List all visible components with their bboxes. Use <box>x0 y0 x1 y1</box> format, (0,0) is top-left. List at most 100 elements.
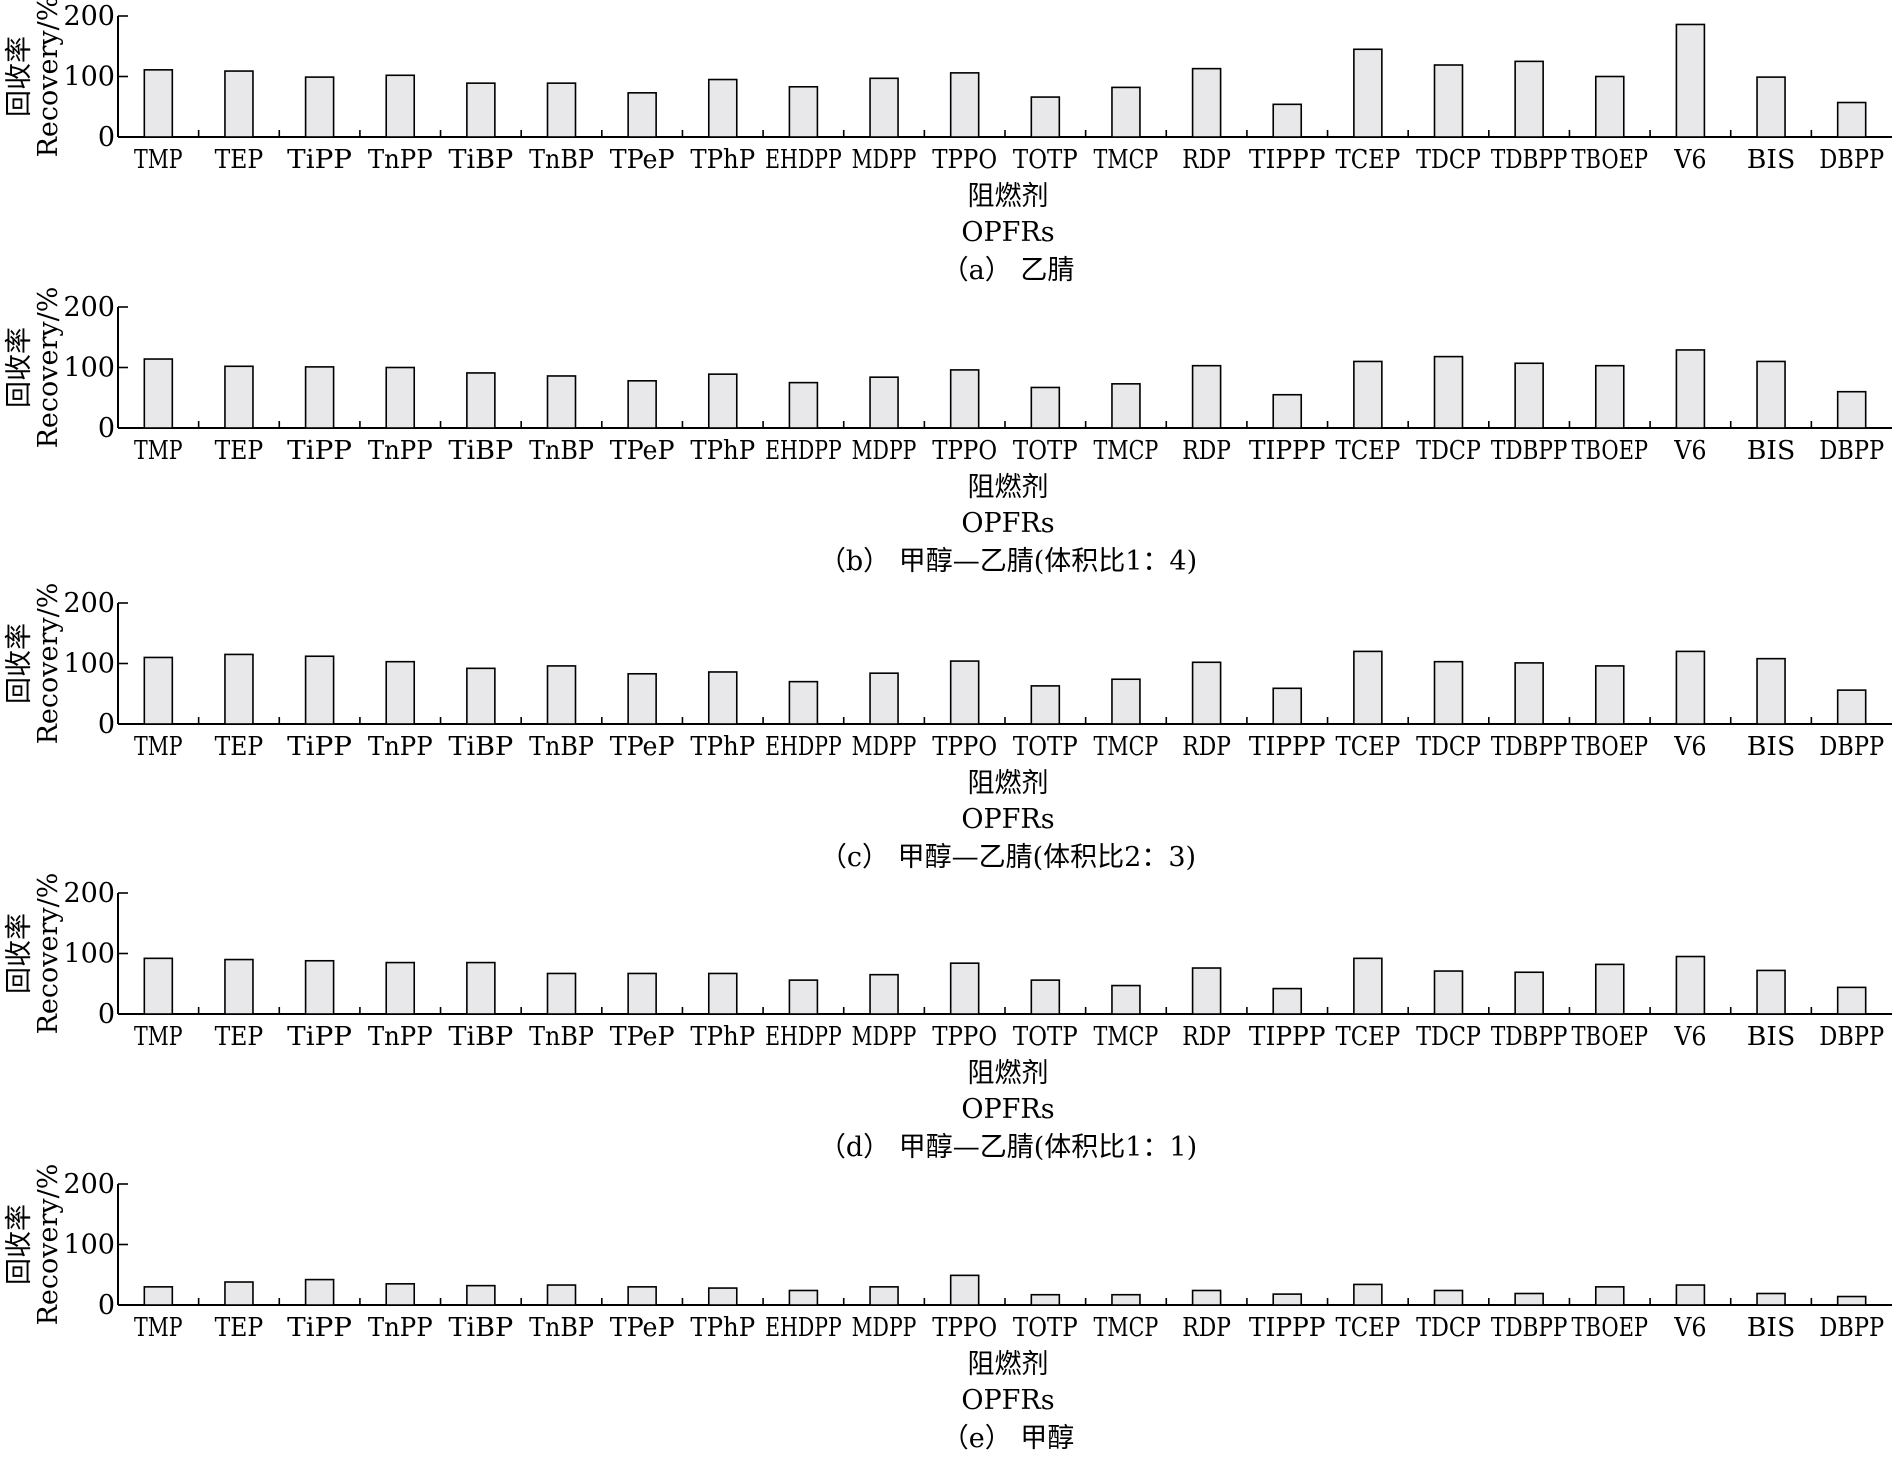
panel-caption: （e） 甲醇 <box>942 1423 1075 1454</box>
bar-TPPO <box>949 72 980 138</box>
bar-TIPPP <box>1272 1293 1303 1306</box>
y-axis-title-en: Recovery/% <box>33 1164 64 1326</box>
bar-TnPP <box>385 74 416 138</box>
x-axis-title-cn: 阻燃剂 <box>968 181 1049 212</box>
x-tick-label: TOTP <box>1013 436 1078 466</box>
chart-panel-c: 0 100 200 TMP TEP TiPP TnPP TiBP TnBP TPeP TPhP EHD… <box>4 583 1892 873</box>
x-tick-label: TIPPP <box>1249 436 1326 466</box>
y-tick-label: 0 <box>98 1290 115 1321</box>
x-tick-label: DBPP <box>1819 732 1884 762</box>
bar-TMCP <box>1111 383 1141 429</box>
bar-TnBP <box>546 375 577 429</box>
x-tick-label: TEP <box>215 732 264 762</box>
x-tick-label: BIS <box>1747 1313 1796 1343</box>
x-tick-label: TBOEP <box>1571 732 1648 762</box>
y-axis-title-en: Recovery/% <box>33 287 64 449</box>
bar-TBOEP <box>1594 1286 1625 1306</box>
x-tick-label: TPhP <box>690 1313 755 1343</box>
bar-MDPP <box>869 973 899 1015</box>
x-tick-label: TMP <box>134 732 183 762</box>
bar-MDPP <box>869 376 899 429</box>
bar-TMP <box>143 1286 174 1306</box>
bar-TBOEP <box>1594 963 1625 1015</box>
panel-caption: （c） 甲醇—乙腈(体积比2：3) <box>820 842 1196 873</box>
x-tick-label: TPPO <box>932 1022 997 1052</box>
y-axis-title-cn: 回收率 <box>4 36 35 117</box>
x-tick-label: TMP <box>134 1313 183 1343</box>
chart-panel-d: 0 100 200 TMP TEP TiPP TnPP TiBP TnBP TPeP TPhP EHD… <box>4 873 1892 1163</box>
x-tick-label: TiPP <box>287 145 352 175</box>
bar-MDPP <box>869 1286 899 1306</box>
bar-TnBP <box>546 665 577 725</box>
x-tick-label: TDBPP <box>1491 1022 1568 1052</box>
x-tick-label: TiBP <box>448 1022 513 1052</box>
x-tick-label: MDPP <box>852 732 917 762</box>
x-tick-label: TBOEP <box>1571 145 1648 175</box>
bar-EHDPP <box>788 979 819 1015</box>
x-axis-title-en: OPFRs <box>961 804 1054 835</box>
y-axis-title-cn: 回收率 <box>4 913 35 994</box>
x-tick-label: TEP <box>215 145 264 175</box>
bar-TMP <box>143 957 174 1015</box>
bar-V6 <box>1675 955 1706 1015</box>
x-tick-label: TPPO <box>932 436 997 466</box>
x-tick-label: TnBP <box>529 732 594 762</box>
x-tick-label: TOTP <box>1013 732 1078 762</box>
x-tick-label: TCEP <box>1335 1313 1400 1343</box>
x-tick-label: BIS <box>1747 145 1796 175</box>
x-tick-label: TiBP <box>448 145 513 175</box>
bar-BIS <box>1756 1292 1786 1306</box>
chart-panel-b: 0 100 200 TMP TEP TiPP TnPP TiBP TnBP TPeP TPhP EHD… <box>4 287 1892 577</box>
x-tick-label: DBPP <box>1819 1022 1884 1052</box>
x-tick-label: TnPP <box>368 1313 433 1343</box>
bar-TEP <box>224 958 254 1015</box>
x-tick-label: TDBPP <box>1491 1313 1568 1343</box>
bar-RDP <box>1191 67 1222 138</box>
x-tick-label: TCEP <box>1335 1022 1400 1052</box>
x-tick-label: TiPP <box>287 436 352 466</box>
x-tick-label: EHDPP <box>765 1313 842 1343</box>
bar-TDBPP <box>1514 362 1544 429</box>
x-tick-label: TDCP <box>1416 145 1481 175</box>
bar-TCEP <box>1353 957 1383 1015</box>
y-tick-label: 0 <box>98 999 115 1030</box>
bar-DBPP <box>1836 689 1867 725</box>
bar-EHDPP <box>788 680 819 725</box>
bar-TiBP <box>466 82 496 138</box>
bar-TPhP <box>707 972 738 1015</box>
x-tick-label: TPeP <box>610 1022 675 1052</box>
x-tick-label: RDP <box>1182 145 1231 175</box>
bar-TnPP <box>385 1283 416 1306</box>
bar-TDCP <box>1433 355 1464 429</box>
x-tick-label: TMCP <box>1094 436 1159 466</box>
x-tick-label: V6 <box>1673 436 1706 466</box>
bar-TPeP <box>627 380 657 429</box>
bar-RDP <box>1191 967 1222 1015</box>
x-tick-label: TOTP <box>1013 1022 1078 1052</box>
bar-TDBPP <box>1514 60 1544 138</box>
x-tick-label: DBPP <box>1819 145 1884 175</box>
x-tick-label: TCEP <box>1335 732 1400 762</box>
x-tick-label: EHDPP <box>765 732 842 762</box>
bar-TCEP <box>1353 650 1383 725</box>
x-tick-label: TPeP <box>610 145 675 175</box>
bar-TMCP <box>1111 1293 1141 1306</box>
x-tick-label: TEP <box>215 1313 264 1343</box>
bar-TiPP <box>304 76 335 138</box>
x-tick-label: TMP <box>134 145 183 175</box>
y-tick-label: 200 <box>63 588 115 619</box>
y-axis-title-en: Recovery/% <box>33 0 64 157</box>
x-axis-title-cn: 阻燃剂 <box>968 472 1049 503</box>
x-tick-label: TIPPP <box>1249 145 1326 175</box>
bar-TiPP <box>304 366 335 429</box>
y-axis-title-en: Recovery/% <box>33 583 64 745</box>
x-tick-label: BIS <box>1747 436 1796 466</box>
bar-TDBPP <box>1514 971 1544 1015</box>
y-tick-label: 100 <box>63 353 115 384</box>
x-tick-label: V6 <box>1673 732 1706 762</box>
bar-TDCP <box>1433 970 1464 1015</box>
bar-TEP <box>224 653 254 725</box>
bar-TCEP <box>1353 48 1383 138</box>
x-tick-label: TMP <box>134 436 183 466</box>
bar-TnPP <box>385 660 416 725</box>
